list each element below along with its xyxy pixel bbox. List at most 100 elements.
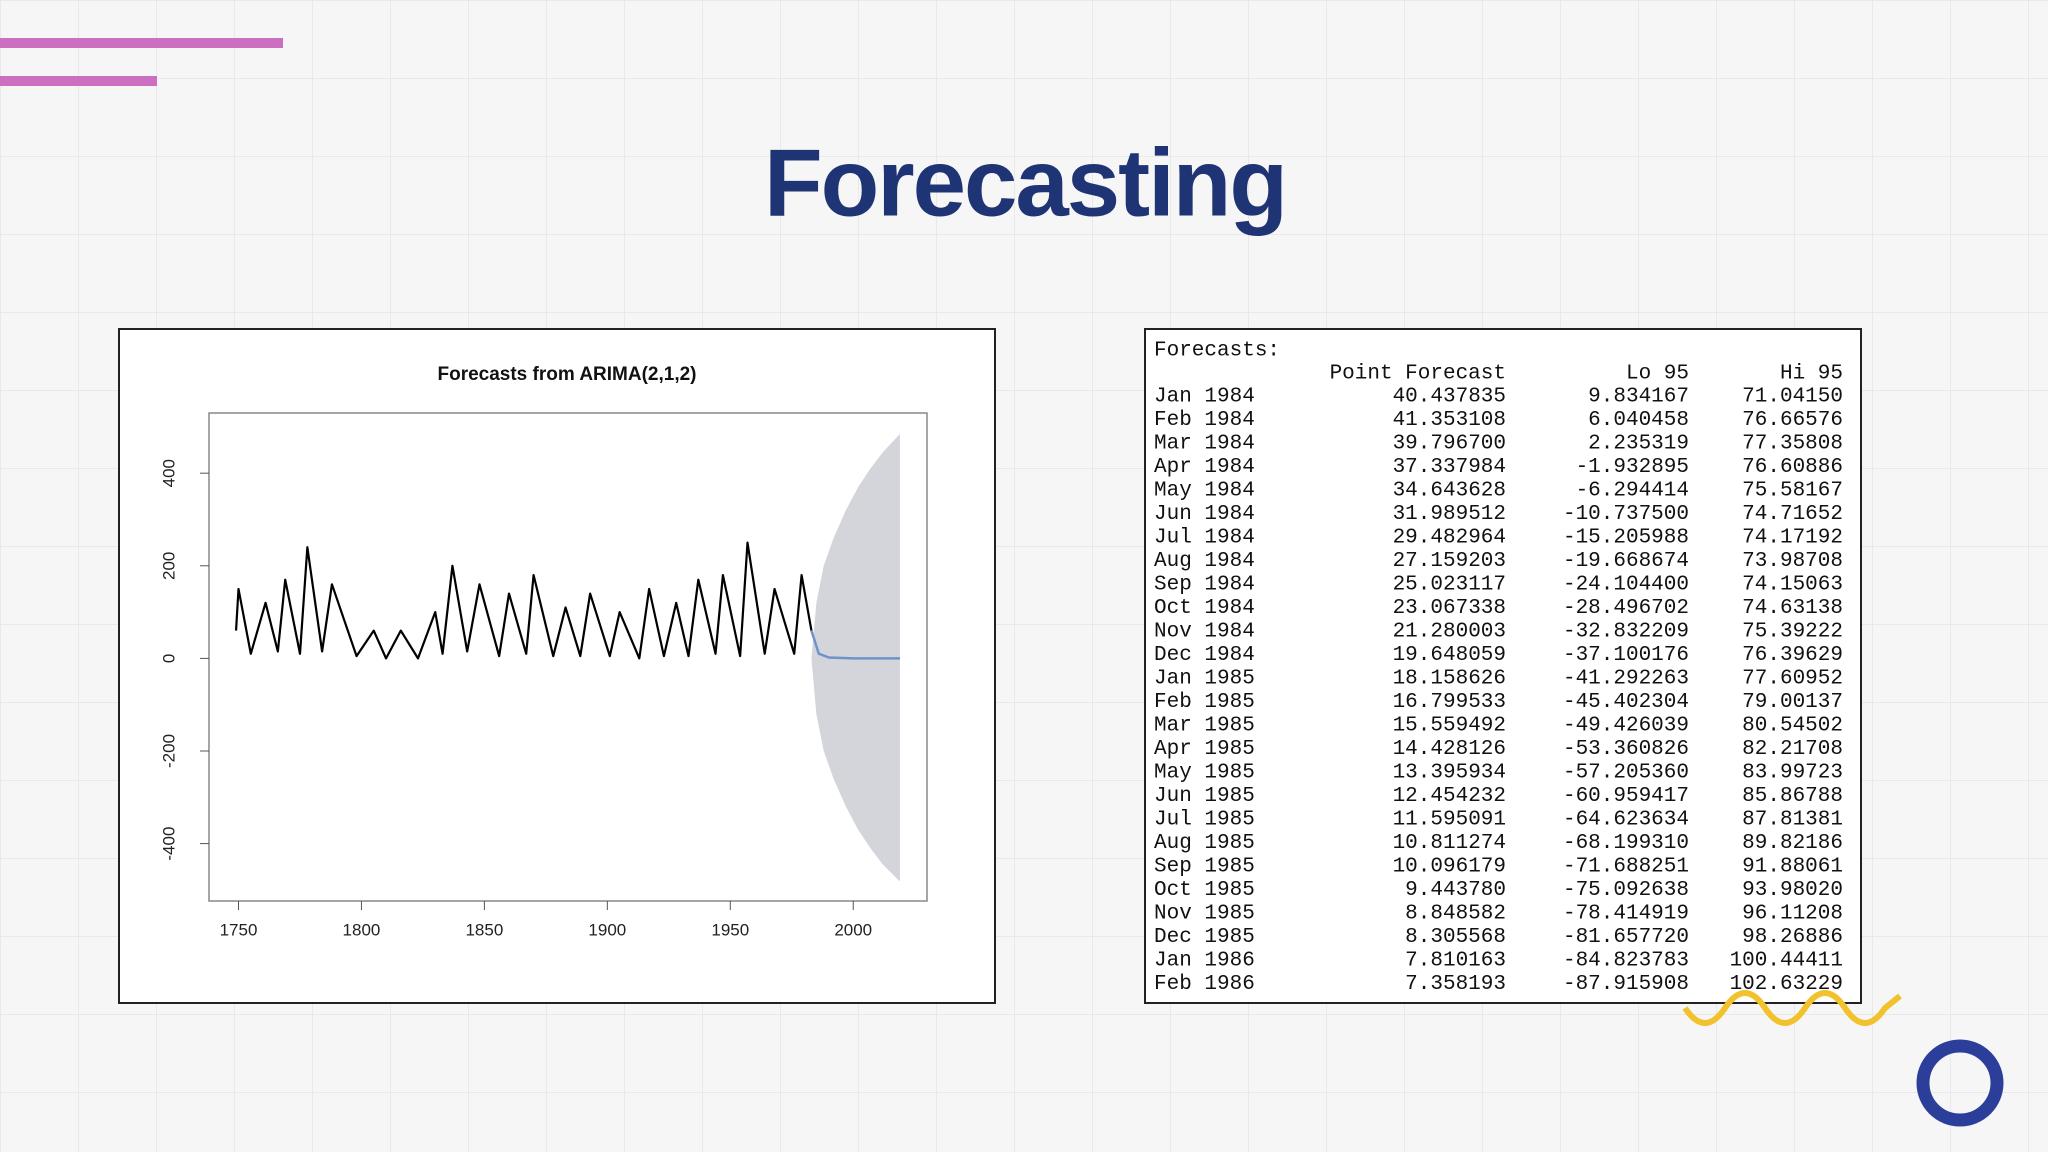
y-tick-label: 0 [159, 654, 178, 663]
table-cell: 25.023117 [1393, 574, 1506, 597]
table-cell: -49.426039 [1563, 715, 1689, 738]
row-label: Apr 1985 [1154, 738, 1255, 761]
row-label: Jun 1985 [1154, 785, 1255, 808]
table-cell: -19.668674 [1563, 550, 1689, 573]
table-cell: 19.648059 [1393, 644, 1506, 667]
table-cell: 76.60886 [1742, 456, 1843, 479]
slide-title: Forecasting [764, 129, 1286, 236]
table-cell: 15.559492 [1393, 715, 1506, 738]
row-label: Aug 1985 [1154, 832, 1255, 855]
table-cell: -37.100176 [1563, 644, 1689, 667]
row-label: Mar 1985 [1154, 715, 1255, 738]
accent-line [0, 76, 157, 86]
x-tick-label: 1850 [465, 920, 503, 939]
row-label: Oct 1984 [1154, 597, 1255, 620]
table-cell: 10.811274 [1393, 832, 1506, 855]
table-cell: -24.104400 [1563, 574, 1689, 597]
row-label: Jan 1984 [1154, 386, 1255, 409]
table-cell: 7.358193 [1405, 973, 1506, 996]
table-cell: 74.71652 [1742, 503, 1843, 526]
table-cell: 27.159203 [1393, 550, 1506, 573]
table-cell: -6.294414 [1576, 480, 1689, 503]
row-label: Sep 1985 [1154, 856, 1255, 879]
table-cell: 39.796700 [1393, 433, 1506, 456]
table-cell: 98.26886 [1742, 926, 1843, 949]
y-tick-label: -400 [159, 827, 178, 861]
row-label: Feb 1984 [1154, 409, 1255, 432]
x-tick-label: 1750 [220, 920, 258, 939]
table-cell: 13.395934 [1393, 762, 1506, 785]
x-tick-label: 1900 [588, 920, 626, 939]
table-cell: 8.305568 [1405, 926, 1506, 949]
plot-area [208, 412, 928, 902]
table-cell: -78.414919 [1563, 903, 1689, 926]
table-cell: 21.280003 [1393, 621, 1506, 644]
table-cell: 71.04150 [1742, 386, 1843, 409]
table-cell: 18.158626 [1393, 668, 1506, 691]
table-cell: 9.834167 [1588, 386, 1689, 409]
x-tick-label: 1950 [711, 920, 749, 939]
y-tick-label: 400 [159, 459, 178, 487]
row-label: Sep 1984 [1154, 574, 1255, 597]
x-tick-label: 1800 [343, 920, 381, 939]
table-cell: 29.482964 [1393, 527, 1506, 550]
accent-line [0, 38, 283, 48]
table-cell: -32.832209 [1563, 621, 1689, 644]
chart-title: Forecasts from ARIMA(2,1,2) [437, 364, 696, 385]
row-label: May 1984 [1154, 480, 1255, 503]
table-cell: 16.799533 [1393, 691, 1506, 714]
row-label: Aug 1984 [1154, 550, 1255, 573]
table-cell: -71.688251 [1563, 856, 1689, 879]
table-cell: 89.82186 [1742, 832, 1843, 855]
table-cell: 73.98708 [1742, 550, 1843, 573]
table-cell: 37.337984 [1393, 456, 1506, 479]
table-cell: -64.623634 [1563, 809, 1689, 832]
table-cell: -60.959417 [1563, 785, 1689, 808]
table-cell: 85.86788 [1742, 785, 1843, 808]
y-tick-label: 200 [159, 552, 178, 580]
table-cell: 100.44411 [1730, 950, 1843, 973]
row-label: Jun 1984 [1154, 503, 1255, 526]
table-cell: 87.81381 [1742, 809, 1843, 832]
table-cell: -53.360826 [1563, 738, 1689, 761]
decor-ring [1916, 1039, 2004, 1127]
table-cell: 7.810163 [1405, 950, 1506, 973]
row-label: Dec 1984 [1154, 644, 1255, 667]
table-cell: -45.402304 [1563, 691, 1689, 714]
table-cell: -1.932895 [1576, 456, 1689, 479]
row-label: Nov 1985 [1154, 903, 1255, 926]
table-cell: 77.60952 [1742, 668, 1843, 691]
table-cell: 8.848582 [1405, 903, 1506, 926]
table-cell: 74.15063 [1742, 574, 1843, 597]
row-label: Jul 1984 [1154, 527, 1255, 550]
row-label: Mar 1984 [1154, 433, 1255, 456]
table-cell: 14.428126 [1393, 738, 1506, 761]
series-line [810, 630, 900, 660]
table-cell: 11.595091 [1393, 809, 1506, 832]
table-cell: -81.657720 [1563, 926, 1689, 949]
table-cell: 76.39629 [1742, 644, 1843, 667]
table-cell: 74.63138 [1742, 597, 1843, 620]
series-line [234, 541, 813, 660]
row-label: Jul 1985 [1154, 809, 1255, 832]
table-cell: 41.353108 [1393, 409, 1506, 432]
table-cell: 102.63229 [1730, 973, 1843, 996]
row-label: Jan 1985 [1154, 668, 1255, 691]
table-cell: -10.737500 [1563, 503, 1689, 526]
row-label: Apr 1984 [1154, 456, 1255, 479]
table-cell: 91.88061 [1742, 856, 1843, 879]
y-tick-label: -200 [159, 734, 178, 768]
table-cell: -57.205360 [1563, 762, 1689, 785]
table-cell: 83.99723 [1742, 762, 1843, 785]
decor-wave [1682, 990, 1902, 1026]
table-cell: 96.11208 [1742, 903, 1843, 926]
table-cell: -41.292263 [1563, 668, 1689, 691]
table-cell: 40.437835 [1393, 386, 1506, 409]
table-cell: 34.643628 [1393, 480, 1506, 503]
table-cell: -68.199310 [1563, 832, 1689, 855]
table-cell: 93.98020 [1742, 879, 1843, 902]
table-caption: Forecasts: [1154, 340, 1280, 363]
table-cell: -75.092638 [1563, 879, 1689, 902]
table-cell: -15.205988 [1563, 527, 1689, 550]
